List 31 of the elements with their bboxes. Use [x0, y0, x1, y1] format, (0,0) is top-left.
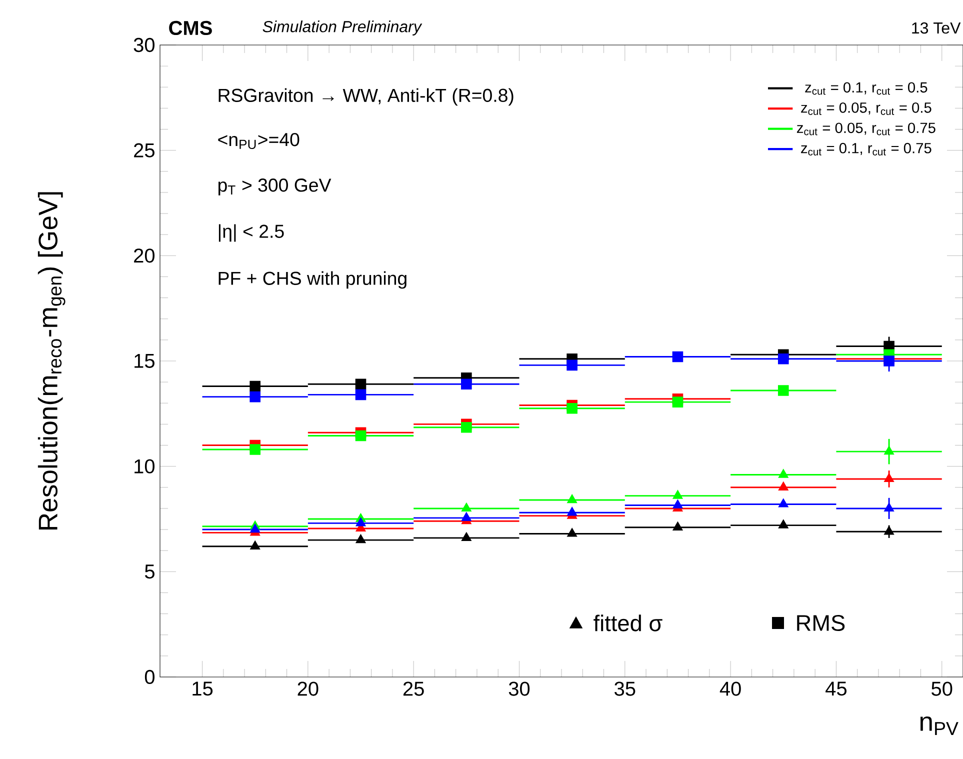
x-tick-label: 30 [508, 682, 530, 696]
x-tick-label: 50 [932, 682, 952, 696]
x-tick-label: 45 [826, 682, 846, 696]
legend-label: z$_{cut}$ = 0.1, r$_{cut}$ = 0.75 [801, 142, 932, 156]
annotation: <n$_{PU}$>=40 [218, 132, 300, 150]
annotation: p$_{T}$ > 300 GeV [218, 178, 332, 196]
annotation: fitted σ [594, 614, 662, 632]
x-tick-label: 40 [720, 682, 741, 696]
y-tick-label: 30 [134, 38, 154, 52]
x-axis-title: n$_{PV}$ [920, 716, 958, 735]
y-tick-label: 0 [144, 670, 155, 684]
x-tick-label: 20 [298, 682, 318, 696]
x-tick-label: 25 [403, 682, 424, 696]
y-tick-label: 20 [134, 248, 154, 263]
annotation: RSGraviton → WW, Anti-kT (R=0.8) [218, 88, 514, 106]
text: Simulation Preliminary [262, 20, 422, 36]
y-tick-label: 5 [144, 564, 154, 579]
x-tick-label: 35 [614, 682, 636, 696]
y-axis-title: Resolution(m$_{reco}$-m$_{gen}$) [GeV] [38, 192, 66, 530]
legend-label: z$_{cut}$ = 0.1, r$_{cut}$ = 0.5 [805, 82, 928, 95]
annotation: RMS [797, 614, 845, 632]
legend-label: z$_{cut}$ = 0.05, r$_{cut}$ = 0.75 [796, 122, 936, 136]
annotation: |η| < 2.5 [218, 224, 284, 242]
y-tick-label: 25 [134, 143, 154, 158]
text: CMS [169, 20, 212, 36]
legend-label: z$_{cut}$ = 0.05, r$_{cut}$ = 0.5 [801, 102, 932, 115]
annotation: PF + CHS with pruning [218, 271, 406, 289]
x-tick-label: 15 [192, 682, 213, 696]
y-tick-label: 15 [134, 354, 154, 368]
y-tick-label: 10 [134, 459, 154, 474]
text: 13 TeV [912, 22, 961, 34]
